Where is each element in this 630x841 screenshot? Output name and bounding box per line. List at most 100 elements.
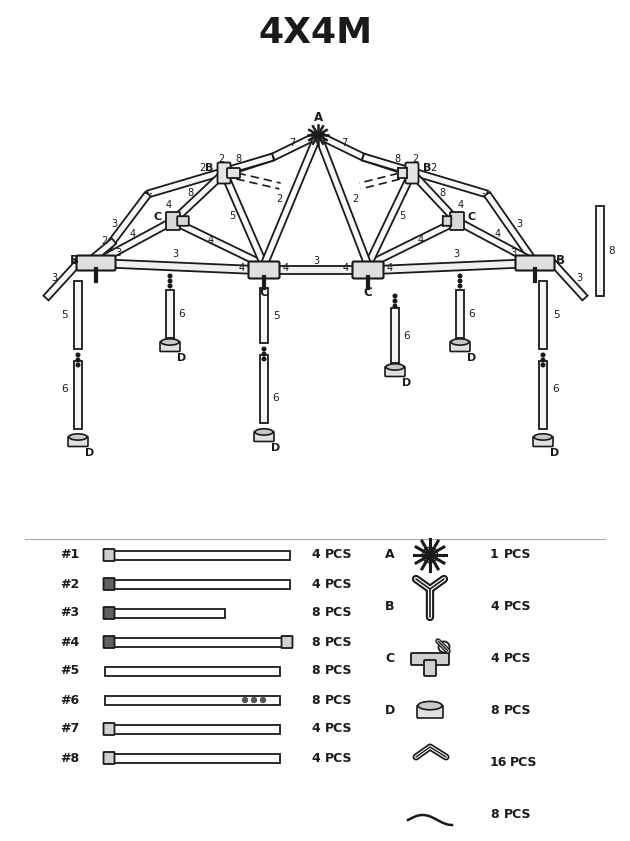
Polygon shape <box>223 154 274 177</box>
Text: #4: #4 <box>60 636 79 648</box>
Text: 4: 4 <box>166 200 172 210</box>
FancyBboxPatch shape <box>424 660 436 676</box>
Polygon shape <box>74 281 82 349</box>
Polygon shape <box>260 288 268 343</box>
Text: D: D <box>86 448 94 458</box>
Text: 4: 4 <box>490 653 499 665</box>
Text: 8: 8 <box>609 246 616 256</box>
Text: 7: 7 <box>289 138 295 148</box>
Text: PCS: PCS <box>325 636 353 648</box>
Text: 6: 6 <box>62 384 68 394</box>
FancyBboxPatch shape <box>103 636 115 648</box>
Text: 5: 5 <box>399 210 405 220</box>
FancyBboxPatch shape <box>217 162 231 183</box>
Circle shape <box>393 304 397 308</box>
Circle shape <box>393 299 397 303</box>
Circle shape <box>541 363 545 367</box>
Text: #3: #3 <box>60 606 79 620</box>
FancyBboxPatch shape <box>282 636 292 648</box>
Polygon shape <box>539 361 547 429</box>
Ellipse shape <box>451 339 469 345</box>
Text: PCS: PCS <box>504 548 532 562</box>
FancyBboxPatch shape <box>68 436 88 447</box>
FancyBboxPatch shape <box>248 262 280 278</box>
Polygon shape <box>220 172 267 267</box>
Text: PCS: PCS <box>325 664 353 678</box>
Text: 6: 6 <box>179 309 185 319</box>
Polygon shape <box>596 206 604 296</box>
Text: C: C <box>385 653 394 665</box>
FancyBboxPatch shape <box>105 754 280 763</box>
Text: 6: 6 <box>404 331 410 341</box>
Circle shape <box>76 353 80 357</box>
Text: 6: 6 <box>469 309 475 319</box>
Text: 2: 2 <box>101 236 107 246</box>
Text: #7: #7 <box>60 722 79 736</box>
Polygon shape <box>171 218 265 268</box>
FancyBboxPatch shape <box>103 578 115 590</box>
FancyBboxPatch shape <box>397 168 408 178</box>
Text: PCS: PCS <box>504 600 532 613</box>
Text: PCS: PCS <box>325 752 353 764</box>
Circle shape <box>393 294 397 298</box>
FancyBboxPatch shape <box>103 723 115 735</box>
Text: PCS: PCS <box>504 705 532 717</box>
Text: 8: 8 <box>440 188 445 198</box>
Ellipse shape <box>69 434 87 440</box>
Text: 4: 4 <box>239 263 245 273</box>
Polygon shape <box>422 547 438 563</box>
Text: 3: 3 <box>115 248 121 258</box>
Ellipse shape <box>418 701 442 710</box>
Text: 4: 4 <box>343 263 349 273</box>
Circle shape <box>168 284 172 288</box>
Text: D: D <box>551 448 559 458</box>
Text: 8: 8 <box>236 154 241 164</box>
Polygon shape <box>260 355 268 423</box>
Polygon shape <box>376 259 535 274</box>
Text: 4: 4 <box>311 548 320 562</box>
Polygon shape <box>367 218 459 268</box>
Text: 2: 2 <box>352 193 358 204</box>
FancyBboxPatch shape <box>105 667 280 675</box>
Polygon shape <box>272 132 319 160</box>
Polygon shape <box>455 218 532 263</box>
FancyBboxPatch shape <box>166 212 180 230</box>
Text: B: B <box>423 163 431 173</box>
Text: PCS: PCS <box>325 548 353 562</box>
Ellipse shape <box>255 429 273 435</box>
Text: 8: 8 <box>311 636 320 648</box>
Text: 5: 5 <box>553 310 559 320</box>
FancyBboxPatch shape <box>105 696 280 705</box>
Text: 4: 4 <box>387 263 393 273</box>
Text: PCS: PCS <box>325 722 353 736</box>
Polygon shape <box>272 266 360 274</box>
Circle shape <box>262 352 266 356</box>
Text: PCS: PCS <box>325 606 353 620</box>
Text: B: B <box>385 600 394 613</box>
Text: A: A <box>385 548 394 562</box>
FancyBboxPatch shape <box>353 262 384 278</box>
Polygon shape <box>147 154 274 198</box>
Text: 2: 2 <box>199 162 205 172</box>
Text: 3: 3 <box>516 219 522 229</box>
FancyBboxPatch shape <box>442 216 452 225</box>
Polygon shape <box>74 361 82 429</box>
Polygon shape <box>391 308 399 363</box>
Circle shape <box>243 697 248 702</box>
Text: 8: 8 <box>188 188 193 198</box>
Text: #6: #6 <box>60 694 79 706</box>
Ellipse shape <box>534 434 552 440</box>
Text: 6: 6 <box>553 384 559 394</box>
Polygon shape <box>362 154 413 177</box>
Text: A: A <box>314 110 323 124</box>
Text: 8: 8 <box>311 606 320 620</box>
FancyBboxPatch shape <box>533 436 553 447</box>
Circle shape <box>438 642 449 653</box>
Ellipse shape <box>161 339 179 345</box>
Text: D: D <box>178 353 186 363</box>
FancyBboxPatch shape <box>417 706 443 718</box>
Ellipse shape <box>386 364 404 370</box>
Text: #5: #5 <box>60 664 79 678</box>
Text: 3: 3 <box>313 256 319 266</box>
Text: 3: 3 <box>111 219 117 229</box>
